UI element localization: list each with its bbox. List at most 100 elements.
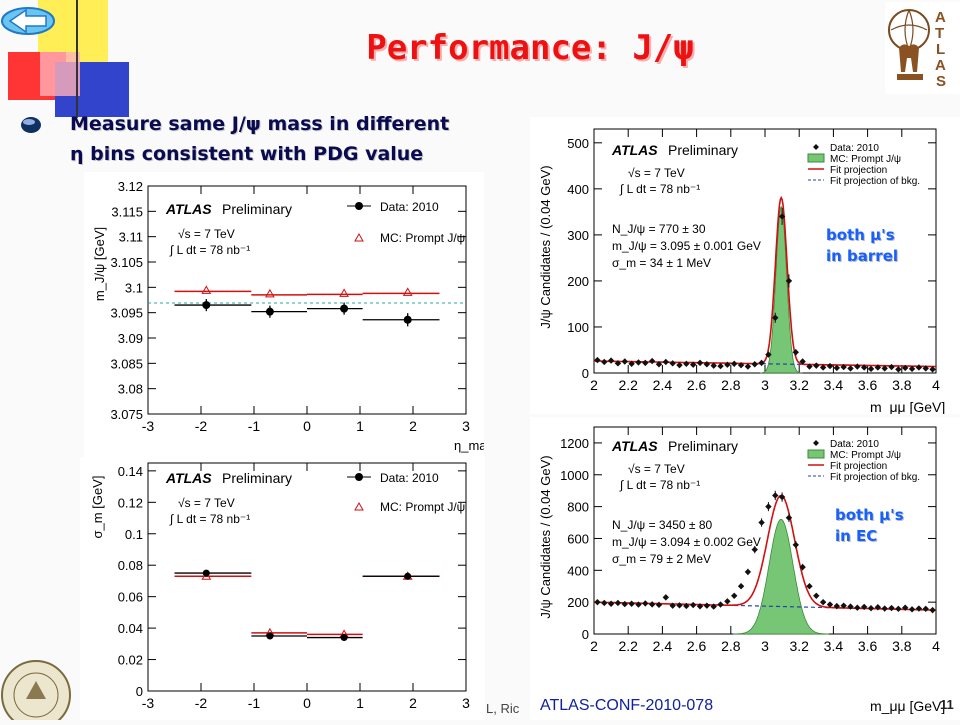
fit-stat-line: σ_m = 79 ± 2 MeV (612, 552, 711, 566)
luminosity-label: ∫ L dt = 78 nb⁻¹ (169, 512, 250, 526)
x-tick-label: 0 (303, 695, 311, 711)
legend-fit-label: Fit projection (830, 165, 887, 176)
data-point (601, 358, 608, 366)
data-point (648, 357, 656, 365)
legend-mc-swatch (807, 449, 825, 459)
data-point (854, 604, 861, 611)
y-tick-label: 0 (582, 366, 589, 381)
svg-text:A: A (935, 9, 946, 26)
mc-point (201, 285, 212, 294)
data-point (915, 364, 923, 371)
data-point (758, 519, 765, 526)
data-point (669, 360, 676, 367)
atlas-label: ATLAS (611, 142, 658, 158)
fit-stat-line: N_J/ψ = 3450 ± 80 (612, 518, 713, 532)
y-tick-label: 3.095 (110, 306, 143, 321)
x-tick-label: 2.2 (618, 377, 638, 393)
y-tick-label: 0 (136, 684, 143, 699)
data-point (676, 602, 683, 609)
data-point (915, 605, 923, 612)
data-point (778, 213, 786, 220)
preliminary-label: Preliminary (668, 142, 738, 158)
y-axis-label: σ_m [GeV] (90, 476, 105, 539)
atlas-label: ATLAS (165, 470, 212, 486)
bullet-line-1: Measure same J/ψ mass in different (70, 113, 450, 135)
plot-frame (147, 185, 467, 415)
y-tick-label: 3.08 (118, 382, 143, 397)
y-tick-label: 500 (567, 136, 589, 151)
barrel-mass-fit-chart: 2 2.2 2.4 2.6 2.8 3 3.2 3.4 3.6 3.8 4 0 100 200 300 400… (530, 117, 960, 414)
x-tick-label: 2.6 (687, 638, 707, 654)
luminosity-label: ∫ L dt = 78 nb⁻¹ (619, 478, 700, 492)
x-tick-label: -3 (142, 418, 155, 434)
data-point (202, 301, 211, 310)
y-tick-label: 400 (567, 563, 589, 578)
energy-label: √s = 7 TeV (628, 166, 685, 180)
preliminary-label: Preliminary (668, 438, 738, 454)
annotation-endcap-line1: both μ's (835, 506, 904, 524)
plot-frame (593, 128, 937, 374)
atlas-label: ATLAS (165, 201, 212, 217)
x-tick-label: 3.6 (858, 638, 878, 654)
data-point (696, 359, 704, 367)
y-tick-label: 0.06 (118, 590, 143, 605)
y-tick-label: 200 (567, 274, 589, 289)
x-tick-label: 3 (462, 695, 470, 711)
svg-text:S: S (936, 73, 946, 90)
x-tick-label: 3 (761, 377, 769, 393)
legend-mc-marker (354, 232, 364, 242)
y-axis-label: m_J/ψ [GeV] (92, 227, 107, 301)
mc-point (339, 288, 349, 297)
luminosity-label: ∫ L dt = 78 nb⁻¹ (619, 182, 700, 196)
data-point (737, 361, 745, 369)
svg-text:T: T (935, 25, 944, 42)
x-tick-label: 1 (356, 418, 364, 434)
data-point (922, 365, 929, 372)
y-tick-label: 200 (567, 595, 589, 610)
y-tick-label: 0 (582, 627, 589, 642)
x-tick-label: 3.4 (824, 638, 844, 654)
mc-histogram-fill (733, 519, 829, 635)
atlas-label: ATLAS (611, 438, 658, 454)
plot-frame (147, 462, 467, 692)
svg-text:A: A (935, 57, 946, 74)
x-tick-label: 2 (590, 638, 598, 654)
back-arrow-icon[interactable] (0, 0, 60, 42)
data-point (881, 605, 888, 612)
y-tick-label: 400 (567, 182, 589, 197)
data-point (751, 546, 758, 553)
data-point (833, 364, 841, 372)
legend-data-label: Data: 2010 (380, 200, 439, 214)
data-point (404, 572, 412, 580)
data-point (799, 358, 806, 365)
data-point (601, 599, 608, 607)
y-axis-label: J/ψ Candidates / (0.04 GeV) (538, 455, 553, 618)
y-tick-label: 100 (567, 320, 589, 335)
legend-data-marker (813, 440, 819, 446)
mc-point (265, 288, 275, 298)
fit-stat-line: σ_m = 34 ± 1 MeV (612, 256, 711, 270)
data-point (826, 362, 834, 370)
conf-reference: ATLAS-CONF-2010-078 (540, 697, 714, 714)
data-point (724, 361, 731, 368)
data-point (819, 598, 827, 606)
data-point (867, 365, 875, 373)
data-point (799, 563, 806, 571)
data-point (340, 304, 349, 313)
x-tick-label: -1 (248, 695, 261, 711)
data-point (874, 364, 882, 371)
data-point (340, 634, 348, 642)
preliminary-label: Preliminary (222, 470, 292, 486)
data-point (676, 361, 683, 369)
legend-mc-marker (354, 501, 364, 511)
y-tick-label: 1000 (560, 468, 589, 483)
legend-data-marker (813, 144, 819, 150)
x-axis-label: m_μμ [GeV] (870, 698, 945, 714)
annotation-barrel: both μ's in barrel (826, 225, 898, 267)
x-tick-label: 4 (932, 638, 940, 654)
x-tick-label: 2.6 (687, 377, 707, 393)
data-point (751, 361, 758, 368)
x-tick-label: 0 (303, 418, 311, 434)
x-tick-label: 3 (462, 418, 470, 434)
legend-mc-label: MC: Prompt J/ψ (380, 231, 465, 245)
